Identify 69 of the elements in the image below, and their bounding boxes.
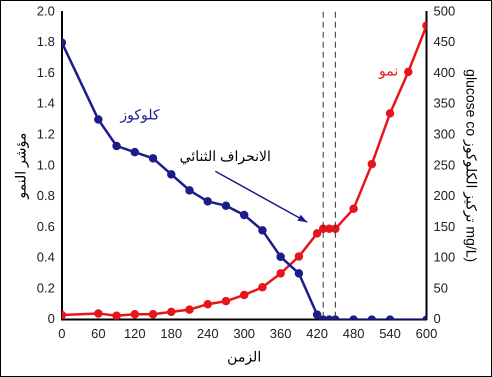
y2-tick-label: 350 [434, 96, 456, 111]
point [349, 204, 358, 214]
x-tick-label: 300 [233, 326, 256, 341]
y2-axis-title: glucose co تركيز الكلوكوز mg/L) [462, 69, 480, 262]
point [404, 68, 413, 76]
point [331, 224, 340, 234]
y-axis-title: مؤشر النمو [12, 132, 30, 200]
y-tick-label: 0 [48, 311, 55, 326]
point [203, 300, 212, 308]
y-tick-label: 0.8 [36, 188, 55, 204]
point [312, 229, 322, 238]
point [240, 210, 248, 220]
y2-tick-label: 150 [434, 218, 456, 234]
y2-tick-label: 100 [434, 250, 456, 265]
x-axis-title: الزمن [227, 348, 262, 366]
point [167, 170, 176, 179]
point [185, 305, 194, 314]
y-tick-label: 0.4 [36, 250, 55, 265]
y-tick-label: 2.0 [36, 3, 55, 18]
y-tick-label: 0.6 [36, 218, 55, 234]
x-tick-label: 180 [160, 326, 182, 341]
point [294, 252, 304, 261]
point [276, 252, 285, 262]
y-tick-label: 0.2 [36, 280, 55, 296]
x-tick-label: 240 [196, 326, 219, 341]
y2-tick-label: 400 [434, 64, 456, 80]
x-tick-label: 120 [124, 326, 146, 341]
point [276, 269, 285, 278]
y2-tick-label: 0 [434, 311, 441, 326]
point [240, 290, 248, 300]
point [112, 142, 121, 150]
y-tick-label: 1.2 [36, 126, 55, 142]
point [148, 310, 158, 318]
point [222, 201, 230, 210]
y2-tick-label: 450 [434, 34, 456, 50]
point [94, 115, 103, 124]
point [130, 310, 140, 318]
point [203, 197, 212, 206]
point [167, 308, 176, 316]
point [258, 283, 267, 292]
y-tick-label: 1.4 [36, 96, 55, 111]
x-tick-label: 420 [306, 326, 328, 341]
annotation: الانحراف الثنائي [180, 148, 271, 166]
point [368, 160, 376, 168]
x-tick-label: 360 [270, 326, 292, 341]
x-tick-label: 0 [58, 326, 66, 341]
point [386, 109, 394, 118]
y-tick-label: 1.0 [36, 157, 55, 172]
y2-tick-label: 500 [434, 3, 456, 18]
series-label: نمو [378, 62, 398, 80]
y-tick-label: 1.6 [36, 64, 55, 80]
y2-tick-label: 300 [434, 126, 456, 142]
x-tick-label: 540 [379, 326, 401, 341]
point [222, 296, 230, 306]
series-label: كلوكوز [119, 106, 160, 124]
point [148, 154, 158, 163]
point [294, 269, 304, 278]
y2-tick-label: 250 [434, 157, 456, 172]
point [130, 148, 140, 156]
y2-tick-label: 200 [434, 188, 456, 204]
x-tick-label: 480 [342, 326, 364, 341]
point [258, 226, 267, 235]
y2-tick-label: 50 [434, 280, 448, 296]
y-tick-label: 1.8 [36, 34, 55, 50]
point [112, 312, 121, 320]
point [94, 309, 103, 318]
x-tick-label: 600 [416, 326, 438, 341]
point [185, 186, 194, 195]
x-tick-label: 60 [91, 326, 106, 341]
